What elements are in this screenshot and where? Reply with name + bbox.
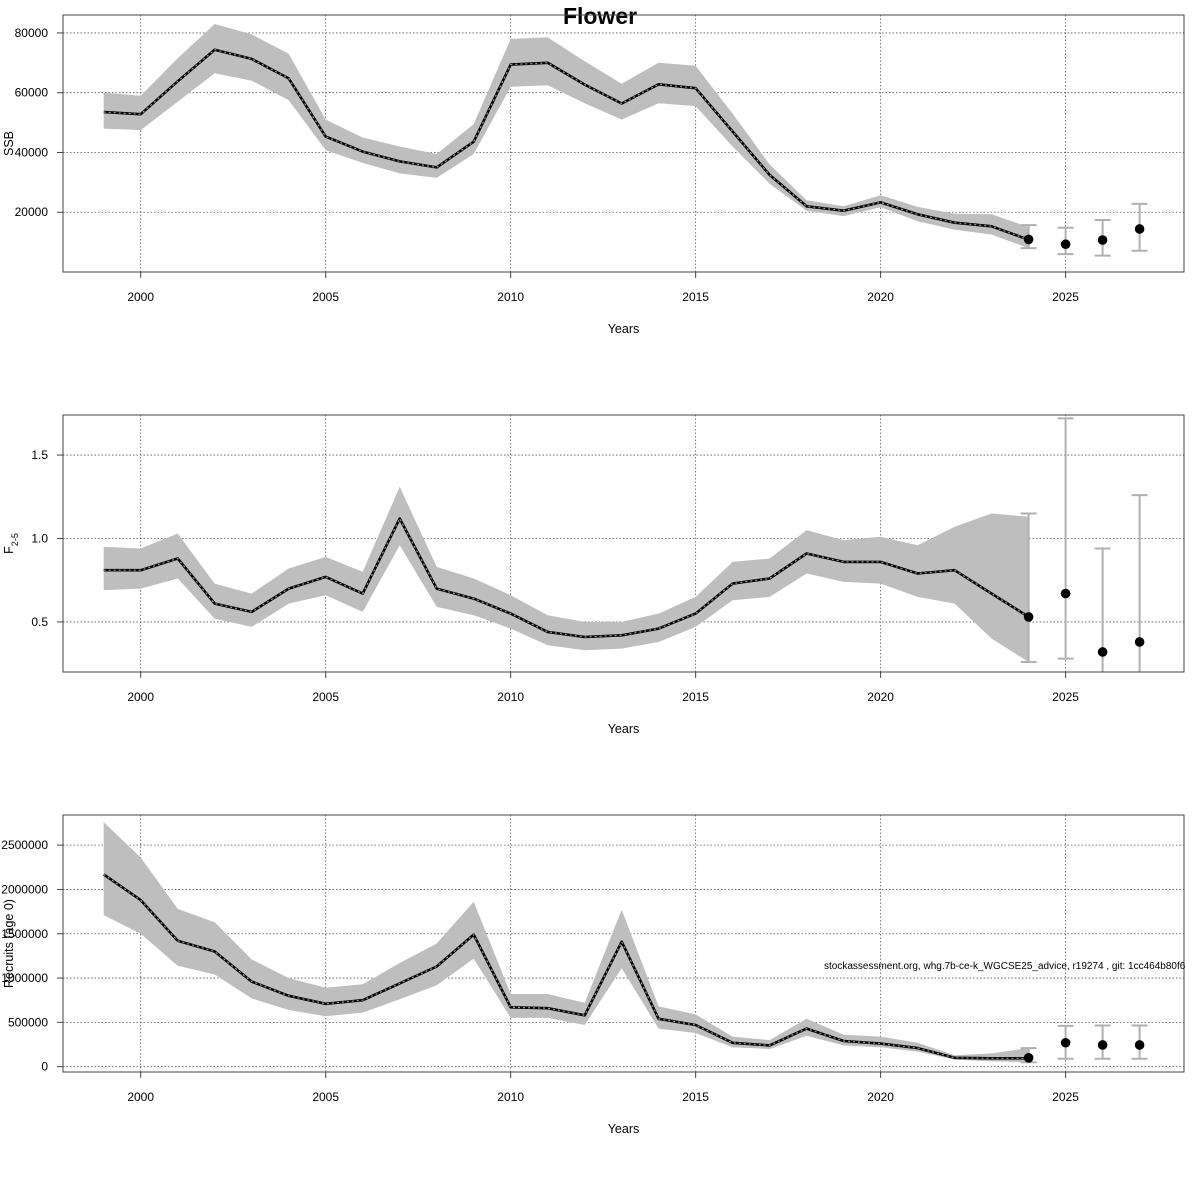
estimate-line-dots bbox=[103, 517, 1029, 638]
y-tick-label: 40000 bbox=[15, 145, 49, 159]
x-tick-label: 2020 bbox=[867, 290, 894, 304]
x-tick-label: 2000 bbox=[127, 690, 154, 704]
plot-frame bbox=[62, 14, 1185, 273]
plot-area bbox=[103, 417, 1148, 672]
y-tick-label: 2500000 bbox=[1, 838, 48, 852]
estimate-line-dots bbox=[103, 49, 1029, 241]
y-tick-label: 20000 bbox=[15, 205, 49, 219]
forecast-errorbar bbox=[1057, 417, 1074, 660]
y-tick-label: 500000 bbox=[8, 1015, 48, 1029]
x-tick-label: 2020 bbox=[867, 1090, 894, 1104]
plot-area bbox=[103, 24, 1148, 257]
x-tick-label: 2025 bbox=[1052, 690, 1079, 704]
x-tick-label: 2010 bbox=[497, 290, 524, 304]
forecast-errorbar bbox=[1094, 547, 1111, 672]
x-tick-label: 2015 bbox=[682, 690, 709, 704]
y-tick-label: 60000 bbox=[15, 86, 49, 100]
x-tick-label: 2010 bbox=[497, 1090, 524, 1104]
plot-frame bbox=[62, 814, 1185, 1073]
x-axis-title: Years bbox=[608, 1122, 640, 1136]
forecast-point bbox=[1060, 239, 1071, 250]
x-axis-title: Years bbox=[608, 722, 640, 736]
y-tick-label: 0.5 bbox=[31, 615, 48, 629]
x-tick-label: 2015 bbox=[682, 290, 709, 304]
forecast-errorbar bbox=[1020, 512, 1037, 663]
x-tick-label: 2025 bbox=[1052, 290, 1079, 304]
y-tick-label: 1.0 bbox=[31, 531, 48, 545]
y-axis-title: SSB bbox=[2, 131, 16, 156]
x-tick-label: 2005 bbox=[312, 690, 339, 704]
panel-ssb: 2000 2005 2010 2015 2020 2025 20000 40000 60000 8… bbox=[2, 14, 1185, 336]
forecast-point bbox=[1023, 612, 1034, 622]
y-tick-label: 1500000 bbox=[1, 927, 48, 941]
x-tick-label: 2005 bbox=[312, 290, 339, 304]
forecast-point bbox=[1134, 1040, 1145, 1050]
forecast-errorbar bbox=[1131, 494, 1148, 672]
figure-title: Flower bbox=[563, 3, 637, 29]
x-tick-label: 2020 bbox=[867, 690, 894, 704]
footnote-text: stockassessment.org, whg.7b-ce-k_WGCSE25… bbox=[824, 961, 1186, 972]
forecast-point bbox=[1023, 234, 1034, 245]
plot-frame bbox=[62, 414, 1185, 673]
forecast-point bbox=[1097, 647, 1108, 657]
y-tick-label: 2000000 bbox=[1, 882, 48, 896]
y-tick-label: 0 bbox=[41, 1060, 48, 1074]
estimate-line-dots bbox=[103, 873, 1029, 1059]
forecast-point bbox=[1023, 1053, 1034, 1063]
x-tick-label: 2015 bbox=[682, 1090, 709, 1104]
confidence-band bbox=[103, 24, 1029, 249]
panel-recruitment: 2000 2005 2010 2015 2020 2025 0 500000 1000000 15… bbox=[1, 814, 1185, 1136]
y-axis-title: Recruits (age 0) bbox=[2, 899, 16, 988]
forecast-point bbox=[1060, 588, 1071, 599]
x-tick-label: 2010 bbox=[497, 690, 524, 704]
forecast-point bbox=[1134, 224, 1145, 234]
y-tick-label: 1.5 bbox=[31, 448, 48, 462]
chart-panels: 2000 2005 2010 2015 2020 20252000040000600008… bbox=[1, 14, 1185, 1136]
x-tick-label: 2000 bbox=[127, 1090, 154, 1104]
x-tick-label: 2005 bbox=[312, 1090, 339, 1104]
panel-fishing-mortality: 2000 2005 2010 2015 2020 20250.51.01.5YearsF2… bbox=[2, 414, 1185, 736]
x-axis-title: Years bbox=[608, 322, 640, 336]
x-tick-label: 2000 bbox=[127, 290, 154, 304]
forecast-point bbox=[1097, 235, 1108, 245]
confidence-band bbox=[103, 486, 1029, 662]
forecast-point bbox=[1097, 1040, 1108, 1050]
forecast-point bbox=[1060, 1037, 1071, 1048]
y-tick-label: 1000000 bbox=[1, 971, 48, 985]
y-axis-title-subscript: 2-5 bbox=[10, 533, 20, 546]
x-tick-label: 2025 bbox=[1052, 1090, 1079, 1104]
plot-area bbox=[102, 822, 1148, 1064]
y-tick-label: 80000 bbox=[15, 26, 49, 40]
forecast-point bbox=[1134, 637, 1145, 647]
